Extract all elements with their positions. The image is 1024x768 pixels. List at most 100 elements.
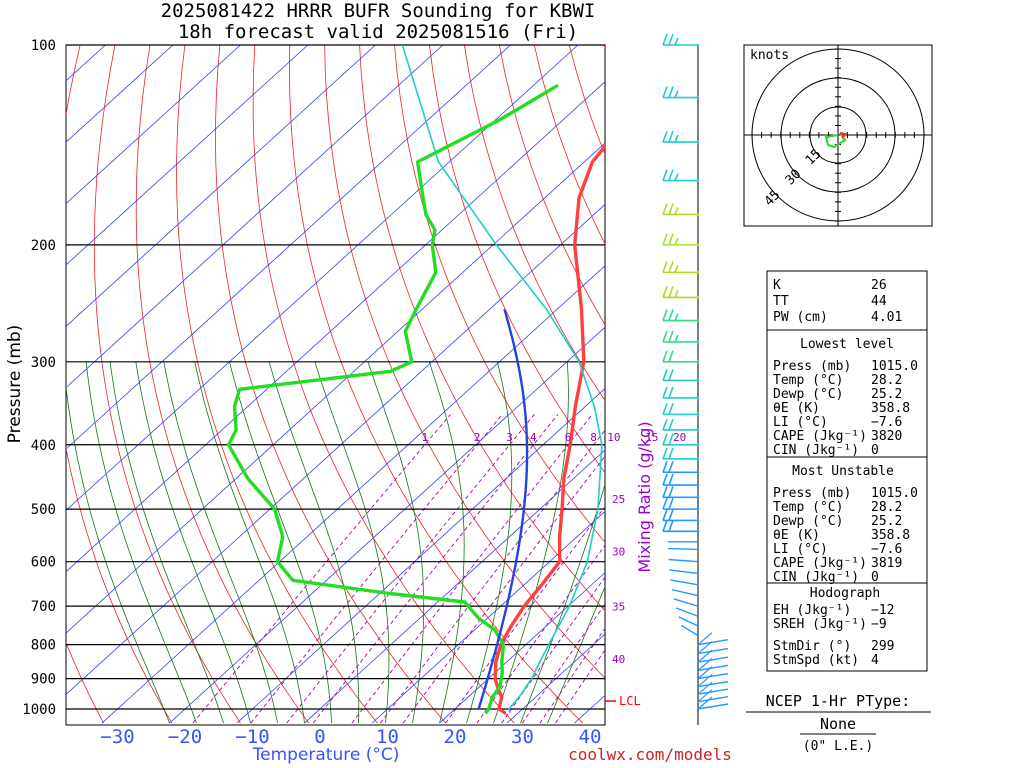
wind-barbs (662, 33, 729, 710)
wind-barb-flag (674, 290, 679, 298)
wind-barb-flag (662, 169, 668, 181)
wind-barb-flag (668, 130, 674, 143)
moist-adiabat (85, 361, 197, 724)
wind-barb (681, 624, 699, 637)
wind-barb (662, 418, 700, 432)
index-value: 25.2 (871, 387, 902, 402)
wind-barb-dot (696, 243, 700, 247)
wind-barb-flag (668, 486, 674, 498)
mixing-ratio-label: 4 (530, 431, 537, 444)
wind-barb-flag (674, 37, 679, 46)
pressure-tick-label: 600 (31, 555, 56, 571)
wind-barb-staff (669, 569, 699, 575)
mixing-ratio-label: 2 (474, 431, 481, 444)
wind-barb (697, 689, 729, 703)
wind-barb-flag (668, 286, 674, 298)
wind-barb-staff (697, 656, 729, 663)
wind-barb-flag (662, 460, 668, 473)
wind-barb (662, 403, 700, 416)
wind-barb-dot (696, 428, 700, 432)
wind-barb (662, 261, 700, 274)
wind-barb-flag (697, 674, 713, 687)
wind-barb-dot (696, 396, 700, 400)
dry-adiabat (176, 45, 378, 724)
wind-barb-flag (668, 350, 674, 363)
index-label: CIN (Jkg⁻¹) (773, 443, 859, 458)
isotherm (66, 45, 444, 389)
wind-barb-flag (668, 520, 674, 532)
mixing-ratio-label: 8 (590, 431, 597, 444)
mixing-ratio-label: 10 (607, 431, 620, 444)
wind-barb-dot (696, 179, 700, 182)
wind-barb-staff (697, 680, 729, 688)
dry-adiabat (215, 45, 447, 724)
index-value: 0 (871, 443, 879, 458)
index-label: Temp (°C) (773, 373, 843, 388)
index-value: 1015.0 (871, 486, 918, 501)
index-value: 44 (871, 294, 887, 309)
wind-barb-flag (674, 313, 679, 321)
wind-barb-flag (662, 386, 668, 399)
wind-barb-flag (674, 237, 679, 246)
wind-barb (662, 203, 700, 216)
pressure-tick-label: 300 (31, 355, 56, 371)
wind-barb (662, 509, 700, 522)
index-value: −7.6 (871, 415, 902, 430)
mixing-ratio-line (521, 603, 605, 724)
wind-barb-flag (668, 233, 674, 246)
index-label: PW (cm) (773, 310, 828, 325)
wind-barb-flag (697, 649, 713, 663)
wind-barb-flag (662, 369, 668, 381)
hodograph: knots 15 30 45 (743, 44, 933, 227)
pressure-tick-label: 700 (31, 599, 56, 615)
mixing-ratio-line (250, 414, 503, 724)
wind-barb-flag (662, 233, 668, 246)
moist-adiabat (229, 361, 332, 724)
index-value: 299 (871, 639, 894, 654)
wind-barb-flag (668, 330, 674, 343)
wind-barb-flag (668, 403, 674, 415)
pressure-tick-label: 100 (31, 38, 56, 54)
mixing-ratio-label: 40 (612, 653, 625, 666)
mixing-ratio-line (501, 576, 605, 724)
wind-barb-flag (668, 509, 674, 521)
index-value: −12 (871, 603, 894, 618)
section-title-unstable: Most Unstable (792, 464, 894, 479)
wind-barb-flag (674, 134, 679, 143)
plot-frame (65, 44, 606, 726)
temperature-tick-label: 0 (314, 726, 325, 748)
wind-barb (662, 497, 700, 511)
moist-adiabat (314, 361, 390, 724)
chart-title: 2025081422 HRRR BUFR Sounding for KBWI (161, 0, 596, 22)
indices-frame (766, 270, 928, 672)
wind-barb-flag (662, 473, 668, 486)
moist-adiabat (109, 361, 224, 724)
wind-barb-flag (662, 203, 668, 215)
mixing-ratio-line (402, 455, 605, 724)
wind-barb-staff (668, 558, 699, 563)
index-label: EH (Jkg⁻¹) (773, 603, 851, 618)
dry-adiabat (464, 45, 605, 402)
mixing-ratio-line (351, 414, 593, 724)
pressure-tick-label: 200 (31, 238, 56, 254)
ptype-value: None (820, 715, 856, 733)
dry-adiabat (288, 45, 583, 724)
wind-barb-staff (697, 638, 729, 646)
wind-barb-dot (696, 457, 700, 461)
wind-barb-flag (662, 309, 668, 321)
lcl-label: LCL (619, 694, 641, 708)
wind-barb-dot (696, 43, 700, 47)
wind-barb (697, 658, 729, 672)
wind-barb-flag (697, 696, 713, 710)
wind-barb (678, 616, 699, 627)
wind-barb (697, 649, 729, 663)
wind-barb-staff (671, 588, 699, 597)
wind-barb-flag (697, 689, 713, 703)
index-label: CIN (Jkg⁻¹) (773, 570, 859, 585)
parcel-profile (401, 45, 603, 714)
wind-barb-flag (668, 369, 674, 381)
wind-barb-flag (662, 86, 668, 98)
moist-adiabat (428, 361, 465, 724)
wind-barb (697, 674, 729, 688)
wind-barb (662, 350, 700, 364)
